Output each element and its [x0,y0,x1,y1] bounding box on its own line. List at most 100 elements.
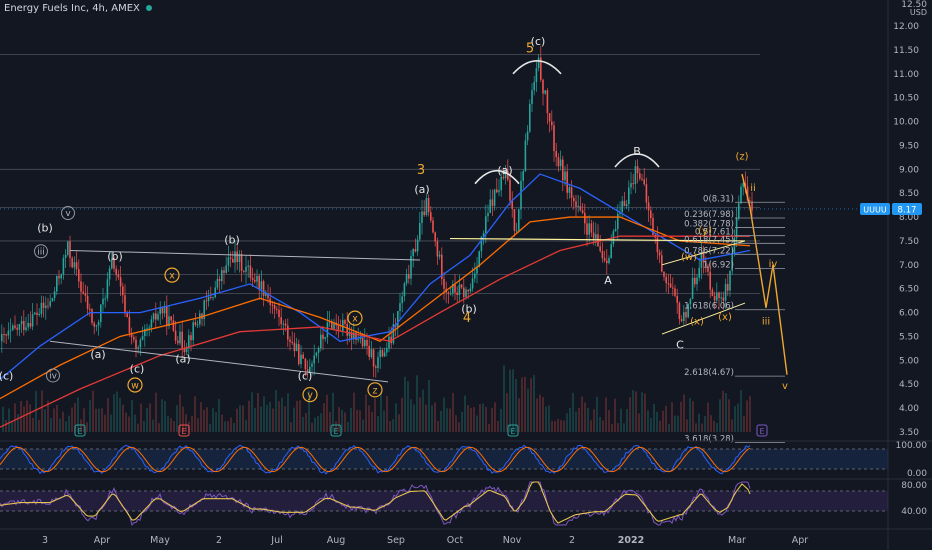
candle-body [480,236,483,252]
volume-bar [2,406,4,432]
wave-label-orange: ii [750,183,756,194]
candle-body [300,354,302,365]
candle-body [698,267,700,278]
candle-body [89,308,91,310]
rsi-axis-label: 40.00 [901,507,927,517]
volume-bar [632,390,634,432]
volume-bar [569,407,571,432]
wave-label-orange: (z) [735,152,748,163]
volume-bar [548,405,550,432]
candle-body [298,343,300,365]
candle-body [467,289,469,292]
volume-bar [341,409,343,432]
time-axis-label: Jul [270,535,282,546]
time-axis-label: Apr [94,535,111,546]
candle-body [735,218,738,239]
volume-bar [404,376,406,432]
wave-label-white: (c) [0,369,13,382]
volume-bar [407,381,409,432]
volume-bar [650,418,652,432]
time-axis-label: Oct [447,535,464,546]
volume-bar [512,369,514,432]
wave-label-white: C [676,338,684,351]
fib-level-label: 2.618(4.67) [684,368,734,378]
volume-bar [536,398,538,432]
candle-body [309,366,311,373]
earnings-marker-label: E [333,427,338,436]
volume-bar [284,406,286,432]
volume-bar [107,397,109,432]
neckline [449,237,746,242]
candle-body [491,199,494,206]
price-axis-label: 5.00 [899,356,919,366]
candle-body [553,125,555,152]
candle-body [568,187,571,193]
wave-label-orange: w [131,381,139,392]
volume-bar [695,423,697,432]
wave-label-orange: (x) [718,312,732,323]
candle-body [348,331,351,336]
candle-body [64,254,67,258]
volume-bar [200,402,202,432]
candle-body [672,287,674,289]
volume-bar [101,408,103,432]
wave-circle-orange [302,386,318,403]
earnings-marker [74,424,86,437]
candle-body [45,305,47,308]
volume-bar [428,380,430,432]
candle-body [436,241,439,257]
volume-bar [686,419,688,432]
candle-body [421,211,423,223]
volume-bar [179,394,181,432]
candle-body [207,296,210,301]
candle-body [399,303,401,312]
candle-body [355,332,357,340]
volume-bar [119,397,121,432]
volume-bar [560,420,562,432]
candle-body [643,179,645,185]
candle-body [137,347,139,349]
candle-body [531,90,533,105]
fib-level-label: 1.618(6.06) [684,302,734,312]
candle-body [432,220,434,233]
candle-body [588,223,590,235]
volume-bar [281,397,283,432]
fib-level-label: 0.618(7.45) [684,235,734,245]
candle-body [155,313,157,320]
candle-body [342,320,344,332]
candle-body [460,284,463,288]
candle-body [122,286,124,296]
price-axis-label: 8.00 [899,213,919,223]
volume-bar [116,391,118,432]
candle-body [192,322,194,341]
candle-body [346,323,348,336]
candle-body [685,312,687,318]
candle-body [284,323,287,326]
candle-body [705,262,707,266]
candle-body [509,179,511,201]
volume-bar [332,392,334,432]
candle-body [58,276,60,279]
volume-bar [479,404,481,432]
wave-label-white: B [633,145,641,158]
volume-bar [743,415,745,432]
price-axis-label: 11.50 [893,46,919,56]
fib-level-label: 0.382(7.78) [684,220,734,230]
candle-body [306,369,309,373]
volume-bar [662,410,664,432]
channel-upper-line [69,249,421,261]
candle-body [469,288,472,292]
price-axis-label: 7.00 [899,261,919,271]
volume-bar [644,393,646,432]
candle-body [650,210,652,219]
volume-bar [485,406,487,432]
price-axis-label: 5.50 [899,332,919,342]
candle-body [128,317,131,333]
volume-bar [185,414,187,432]
volume-bar [539,394,541,432]
fib-level-label: 0.786(7.22) [684,246,734,256]
wave-label-white: v [65,209,71,219]
volume-bar [308,390,310,432]
volume-bar [92,390,94,432]
